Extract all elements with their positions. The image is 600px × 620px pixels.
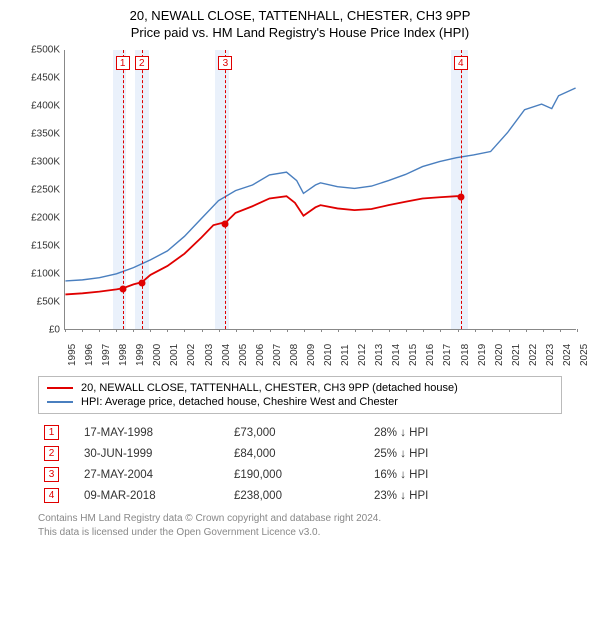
row-price: £73,000 (228, 422, 368, 443)
x-tick (219, 329, 220, 332)
row-index-box: 2 (44, 446, 59, 461)
row-delta: 28% ↓ HPI (368, 422, 562, 443)
series-dot (138, 279, 145, 286)
y-tick-label: £50K (37, 297, 60, 308)
x-axis-labels: 1995199619971998199920002001200220032004… (64, 336, 576, 366)
x-tick (304, 329, 305, 332)
x-tick (458, 329, 459, 332)
table-row: 2 30-JUN-1999£84,00025% ↓ HPI (38, 443, 562, 464)
plot-area: 12 3 4 (64, 50, 576, 330)
y-tick-label: £450K (31, 73, 60, 84)
x-tick (65, 329, 66, 332)
chart-container: 20, NEWALL CLOSE, TATTENHALL, CHESTER, C… (0, 0, 600, 545)
row-delta: 16% ↓ HPI (368, 464, 562, 485)
x-tick (560, 329, 561, 332)
x-tick (406, 329, 407, 332)
row-index-box: 4 (44, 488, 59, 503)
row-price: £190,000 (228, 464, 368, 485)
x-tick (202, 329, 203, 332)
x-tick (270, 329, 271, 332)
event-marker-box: 1 (116, 56, 130, 70)
legend-swatch (47, 387, 73, 389)
event-marker-box: 4 (454, 56, 468, 70)
y-tick-label: £300K (31, 157, 60, 168)
y-tick-label: £0 (49, 325, 60, 336)
legend-row: HPI: Average price, detached house, Ches… (47, 395, 553, 409)
legend-swatch (47, 401, 73, 403)
y-tick-label: £400K (31, 101, 60, 112)
x-tick (543, 329, 544, 332)
x-tick (492, 329, 493, 332)
x-tick (133, 329, 134, 332)
event-marker-box: 3 (218, 56, 232, 70)
x-tick (184, 329, 185, 332)
transactions-tbody: 1 17-MAY-1998£73,00028% ↓ HPI 2 30-JUN-1999… (38, 422, 562, 506)
x-tick (372, 329, 373, 332)
x-tick (150, 329, 151, 332)
legend: 20, NEWALL CLOSE, TATTENHALL, CHESTER, C… (38, 376, 562, 414)
footnote-line-1: Contains HM Land Registry data © Crown c… (38, 512, 562, 526)
x-tick (253, 329, 254, 332)
x-tick (82, 329, 83, 332)
chart-area: £0 £50K £100K £150K £200K £250K £300K £350K £400… (20, 46, 580, 366)
row-date: 09-MAR-2018 (78, 485, 228, 506)
legend-label: 20, NEWALL CLOSE, TATTENHALL, CHESTER, C… (81, 382, 458, 394)
x-tick (475, 329, 476, 332)
table-row: 3 27-MAY-2004£190,00016% ↓ HPI (38, 464, 562, 485)
x-tick (236, 329, 237, 332)
row-price: £84,000 (228, 443, 368, 464)
x-tick (577, 329, 578, 332)
y-axis-labels: £0 £50K £100K £150K £200K £250K £300K £350K £400… (20, 46, 62, 334)
x-tick (355, 329, 356, 332)
x-tick (116, 329, 117, 332)
x-tick (167, 329, 168, 332)
title-block: 20, NEWALL CLOSE, TATTENHALL, CHESTER, C… (10, 8, 590, 40)
title-subtitle: Price paid vs. HM Land Registry's House … (10, 25, 590, 40)
legend-label: HPI: Average price, detached house, Ches… (81, 396, 398, 408)
row-price: £238,000 (228, 485, 368, 506)
series-price_paid (65, 196, 459, 294)
y-tick-label: £350K (31, 129, 60, 140)
event-line (142, 50, 143, 329)
x-tick (389, 329, 390, 332)
x-tick (338, 329, 339, 332)
y-tick-label: £500K (31, 45, 60, 56)
transactions-table: 1 17-MAY-1998£73,00028% ↓ HPI 2 30-JUN-1999… (38, 422, 562, 506)
footnote-line-2: This data is licensed under the Open Gov… (38, 526, 562, 540)
row-delta: 23% ↓ HPI (368, 485, 562, 506)
x-tick (287, 329, 288, 332)
x-tick (423, 329, 424, 332)
x-tick (321, 329, 322, 332)
series-dot (457, 193, 464, 200)
row-index-box: 3 (44, 467, 59, 482)
title-address: 20, NEWALL CLOSE, TATTENHALL, CHESTER, C… (10, 8, 590, 23)
series-dot (119, 286, 126, 293)
event-line (225, 50, 226, 329)
series-dot (222, 220, 229, 227)
table-row: 4 09-MAR-2018£238,00023% ↓ HPI (38, 485, 562, 506)
y-tick-label: £100K (31, 269, 60, 280)
x-tick (99, 329, 100, 332)
y-tick-label: £150K (31, 241, 60, 252)
row-index-box: 1 (44, 425, 59, 440)
row-date: 30-JUN-1999 (78, 443, 228, 464)
y-tick-label: £250K (31, 185, 60, 196)
footnote: Contains HM Land Registry data © Crown c… (38, 512, 562, 539)
legend-row: 20, NEWALL CLOSE, TATTENHALL, CHESTER, C… (47, 381, 553, 395)
x-tick (509, 329, 510, 332)
x-tick (440, 329, 441, 332)
x-tick (526, 329, 527, 332)
row-date: 17-MAY-1998 (78, 422, 228, 443)
y-tick-label: £200K (31, 213, 60, 224)
event-marker-box: 2 (135, 56, 149, 70)
row-delta: 25% ↓ HPI (368, 443, 562, 464)
table-row: 1 17-MAY-1998£73,00028% ↓ HPI (38, 422, 562, 443)
row-date: 27-MAY-2004 (78, 464, 228, 485)
event-line (461, 50, 462, 329)
